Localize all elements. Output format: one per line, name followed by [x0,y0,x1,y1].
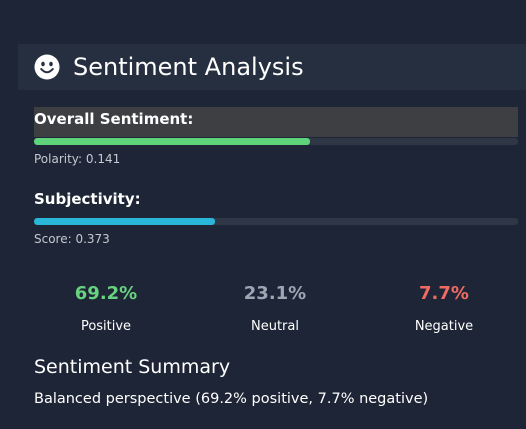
subjectivity-score: Score: 0.373 [34,232,110,246]
negative-label: Negative [414,319,474,334]
neutral-stat: 23.1% Neutral [205,282,345,336]
subjectivity-label: Subjectivity: [34,190,141,208]
sentiment-summary-title: Sentiment Summary [34,356,231,378]
page-title: Sentiment Analysis [73,53,304,81]
negative-stat: 7.7% Negative [374,282,514,336]
polarity-value: Polarity: 0.141 [34,152,121,166]
positive-stat: 69.2% Positive [36,282,176,336]
overall-sentiment-bar [34,138,518,145]
positive-label: Positive [80,319,132,334]
overall-sentiment-bar-fill [34,138,310,145]
subjectivity-bar [34,218,518,225]
smiley-face-icon [34,54,60,80]
subjectivity-bar-fill [34,218,215,225]
overall-sentiment-label-highlight [34,107,518,137]
overall-sentiment-label: Overall Sentiment: [34,110,194,128]
sentiment-analysis-header: Sentiment Analysis [18,44,526,90]
positive-percentage: 69.2% [74,283,138,304]
neutral-percentage: 23.1% [243,283,307,304]
neutral-label: Neutral [251,319,299,334]
sentiment-summary-text: Balanced perspective (69.2% positive, 7.… [34,391,429,407]
negative-percentage: 7.7% [419,283,469,304]
